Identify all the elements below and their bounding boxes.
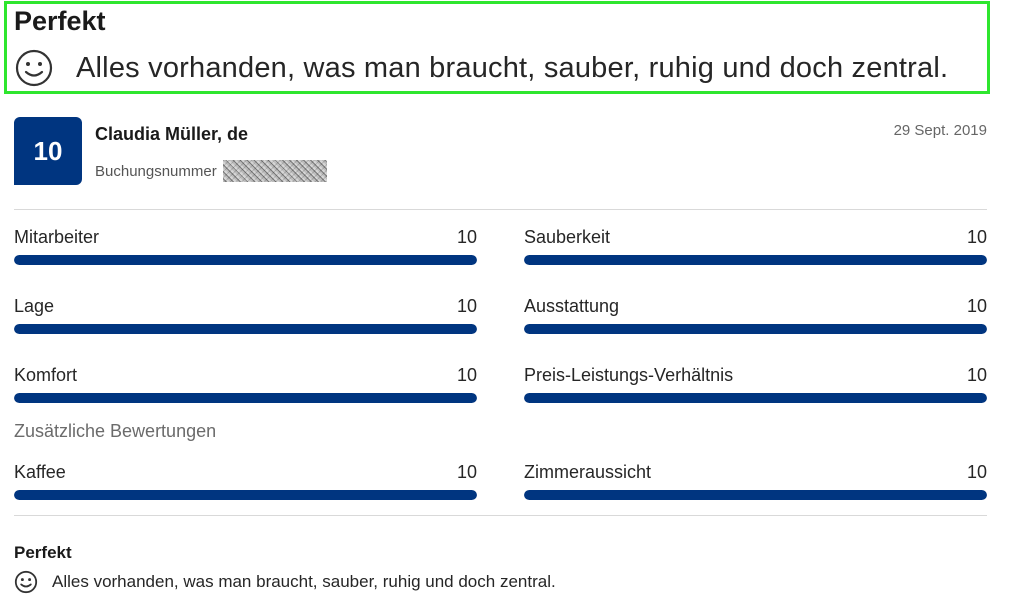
rating-bar-fill	[14, 393, 477, 403]
review-title: Perfekt	[14, 543, 72, 562]
rating-bar	[14, 393, 477, 403]
extra-ratings-heading: Zusätzliche Bewertungen	[14, 421, 217, 441]
review-date: 29 Sept. 2019	[893, 122, 987, 139]
rating-label: Komfort	[14, 365, 78, 385]
rating-value: 10	[966, 462, 987, 482]
rating-bar	[14, 255, 477, 265]
review-positive-text: Alles vorhanden, was man braucht, sauber…	[52, 572, 556, 591]
rating-bar-fill	[14, 255, 477, 265]
rating-label: Ausstattung	[524, 296, 620, 316]
rating-bar-fill	[524, 324, 987, 334]
rating-sauberkeit: Sauberkeit 10	[524, 227, 987, 267]
rating-value: 10	[456, 365, 477, 385]
rating-label: Lage	[14, 296, 55, 316]
rating-value: 10	[966, 227, 987, 247]
rating-label: Mitarbeiter	[14, 227, 100, 247]
smile-icon	[15, 49, 53, 87]
highlight-text: Alles vorhanden, was man braucht, sauber…	[76, 51, 949, 84]
reviewer-name: Claudia Müller, de	[95, 124, 249, 144]
rating-bar	[14, 490, 477, 500]
rating-bar-fill	[524, 490, 987, 500]
rating-bar-fill	[14, 324, 477, 334]
highlight-title: Perfekt	[14, 6, 106, 36]
rating-lage: Lage 10	[14, 296, 477, 336]
rating-bar	[524, 255, 987, 265]
rating-kaffee: Kaffee 10	[14, 462, 477, 502]
divider	[14, 515, 987, 516]
rating-bar	[524, 393, 987, 403]
divider	[14, 209, 987, 210]
rating-label: Zimmeraussicht	[524, 462, 652, 482]
rating-label: Sauberkeit	[524, 227, 611, 247]
rating-preis-leistung: Preis-Leistungs-Verhältnis 10	[524, 365, 987, 405]
review-positive-line: Alles vorhanden, was man braucht, sauber…	[14, 570, 556, 594]
redacted-booking-number	[222, 160, 327, 182]
rating-value: 10	[966, 365, 987, 385]
rating-bar	[524, 490, 987, 500]
rating-komfort: Komfort 10	[14, 365, 477, 405]
rating-value: 10	[456, 296, 477, 316]
rating-bar-fill	[524, 393, 987, 403]
highlight-line: Alles vorhanden, was man braucht, sauber…	[14, 48, 948, 88]
rating-bar-fill	[14, 490, 477, 500]
booking-number: Buchungsnummer	[95, 160, 327, 182]
rating-label: Preis-Leistungs-Verhältnis	[524, 365, 734, 385]
highlight-box	[4, 1, 990, 94]
rating-zimmeraussicht: Zimmeraussicht 10	[524, 462, 987, 502]
smile-icon	[14, 570, 38, 594]
rating-bar	[524, 324, 987, 334]
rating-value: 10	[966, 296, 987, 316]
rating-bar-fill	[524, 255, 987, 265]
rating-value: 10	[456, 227, 477, 247]
rating-ausstattung: Ausstattung 10	[524, 296, 987, 336]
rating-bar	[14, 324, 477, 334]
rating-label: Kaffee	[14, 462, 66, 482]
rating-value: 10	[456, 462, 477, 482]
booking-label: Buchungsnummer	[95, 162, 217, 180]
rating-mitarbeiter: Mitarbeiter 10	[14, 227, 477, 267]
score-badge: 10	[14, 117, 82, 185]
